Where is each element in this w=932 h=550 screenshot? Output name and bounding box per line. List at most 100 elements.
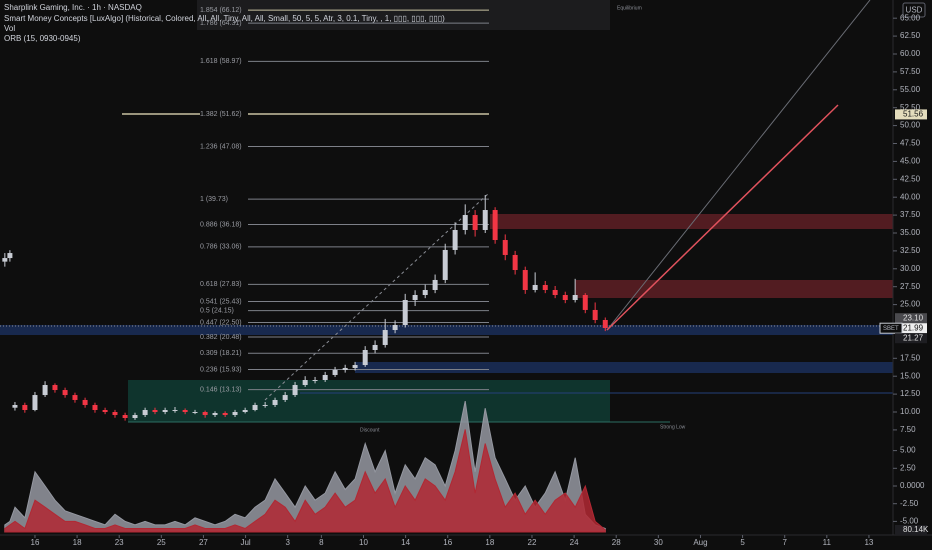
supply-zone	[575, 280, 893, 298]
price-tag: 21.99	[903, 323, 924, 332]
price-tag-box	[895, 323, 927, 334]
candle-body	[172, 409, 178, 411]
fib-label: 0.309 (18.21)	[200, 350, 242, 357]
fib-label: 1 (39.73)	[200, 196, 228, 203]
candle-body	[32, 395, 38, 410]
candle-body	[412, 295, 418, 301]
fib-label: 1.236 (47.08)	[200, 143, 242, 150]
candle-body	[312, 379, 318, 381]
candle-body	[162, 409, 168, 413]
x-tick-label: 18	[73, 538, 82, 547]
candle-body	[142, 409, 148, 416]
candle-body	[352, 365, 358, 368]
y-tick-label: 40.00	[900, 192, 921, 201]
candle-body	[532, 284, 538, 290]
candle-body	[342, 367, 348, 370]
candle-body	[462, 215, 468, 230]
fib-label: 0.382 (20.48)	[200, 334, 242, 341]
x-tick-label: 10	[359, 538, 368, 547]
y-tick-label: 15.00	[900, 371, 921, 380]
candle-body	[52, 385, 58, 391]
x-tick-label: 18	[485, 538, 494, 547]
candle-body	[402, 300, 408, 326]
currency-label[interactable]: USD	[906, 6, 923, 15]
price-tag-box	[895, 333, 927, 344]
candle-body	[332, 369, 338, 375]
candle-body	[282, 395, 288, 400]
fib-label: 1.382 (51.62)	[200, 111, 242, 118]
y-tick-label: 47.50	[900, 139, 921, 148]
symbol-tag-box	[879, 322, 903, 334]
indicator-label: Smart Money Concepts [LuxAlgo] (Historic…	[4, 14, 445, 23]
y-tick-label: 2.50	[900, 463, 916, 472]
candle-body	[432, 279, 438, 290]
candle-body	[482, 210, 488, 230]
x-tick-label: 8	[319, 538, 324, 547]
candle-body	[522, 270, 528, 290]
candle-body	[122, 415, 128, 419]
y-tick-label: -5.00	[900, 516, 919, 525]
candle-body	[502, 240, 508, 255]
y-tick-label: 12.50	[900, 389, 921, 398]
candle-body	[322, 374, 328, 380]
y-tick-label: 62.50	[900, 31, 921, 40]
x-tick-label: 11	[823, 538, 832, 547]
candle-body	[112, 412, 118, 416]
projection-line	[606, 0, 871, 331]
fib-label: 0.236 (15.93)	[200, 366, 242, 373]
indicator-label: ORB (15, 0930-0945)	[4, 34, 81, 43]
price-tag: 51.56	[903, 110, 924, 119]
candle-body	[42, 385, 48, 396]
candle-body	[272, 399, 278, 405]
symbol-title: Sharplink Gaming, Inc. · 1h · NASDAQ	[4, 3, 142, 12]
equilibrium-zone	[197, 0, 610, 30]
price-tag: 21.27	[903, 333, 924, 342]
candle-body	[362, 349, 368, 366]
fib-label: 0.541 (25.43)	[200, 298, 242, 305]
candle-body	[472, 215, 478, 230]
x-tick-label: 23	[115, 538, 124, 547]
annotation: Discount	[360, 427, 380, 433]
candle-body	[542, 284, 548, 290]
y-tick-label: 25.00	[900, 300, 921, 309]
currency-box[interactable]	[902, 2, 926, 18]
candle-body	[132, 415, 138, 419]
annotation: Strong Low	[660, 424, 686, 430]
candle-body	[152, 409, 158, 413]
candle-body	[562, 295, 568, 301]
volume-area	[4, 429, 606, 533]
fib-label: 1.854 (66.12)	[200, 7, 242, 14]
last-value-label: 80.14K	[903, 525, 929, 534]
y-tick-label: 57.50	[900, 67, 921, 76]
x-tick-label: 14	[401, 538, 410, 547]
fib-trend-line	[264, 192, 490, 401]
currency-button[interactable]: USD	[902, 2, 926, 18]
candle-body	[572, 295, 578, 301]
x-tick-label: 25	[157, 538, 166, 547]
x-tick-label: 13	[864, 538, 873, 547]
fib-label: 0.146 (13.13)	[200, 386, 242, 393]
symbol-tag: SBET	[883, 326, 899, 332]
x-tick-label: Jul	[240, 538, 250, 547]
candle-body	[62, 390, 68, 396]
x-tick-label: 28	[612, 538, 621, 547]
annotation: Equilibrium	[617, 5, 642, 11]
indicator-label: Vol	[4, 24, 15, 33]
y-tick-label: 42.50	[900, 174, 921, 183]
candle-body	[242, 409, 248, 413]
candle-body	[7, 253, 13, 259]
price-tag: 23.10	[903, 313, 924, 322]
candle-body	[582, 295, 588, 310]
y-tick-label: -2.50	[900, 499, 919, 508]
x-tick-label: 22	[528, 538, 537, 547]
candle-body	[82, 399, 88, 405]
candle-body	[252, 404, 258, 410]
y-tick-label: 0.0000	[900, 481, 925, 490]
x-tick-label: 24	[570, 538, 579, 547]
y-tick-label: 30.00	[900, 264, 921, 273]
x-tick-label: 27	[199, 538, 208, 547]
fib-label: 0.886 (36.18)	[200, 221, 242, 228]
candle-body	[192, 412, 198, 414]
candle-body	[492, 210, 498, 241]
